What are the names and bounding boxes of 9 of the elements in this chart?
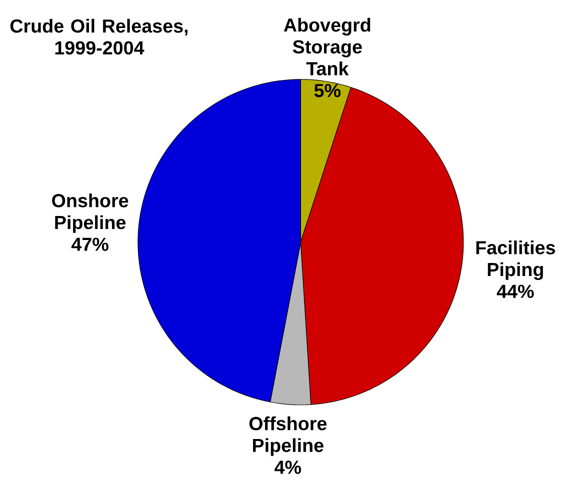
text: Crude Oil Releases, 1999-2004 [10,18,188,54]
data-label: 44% [496,284,534,298]
slice-label: Onshore Pipeline [52,193,128,233]
slice-label: Facilities Piping [476,240,556,280]
slice-label: Offshore Pipeline [249,416,327,456]
slice-label: Abovegrd Storage Tank [284,18,370,76]
data-label: 4% [274,460,302,474]
data-label: 5% [314,84,341,98]
data-label: 47% [71,238,108,251]
